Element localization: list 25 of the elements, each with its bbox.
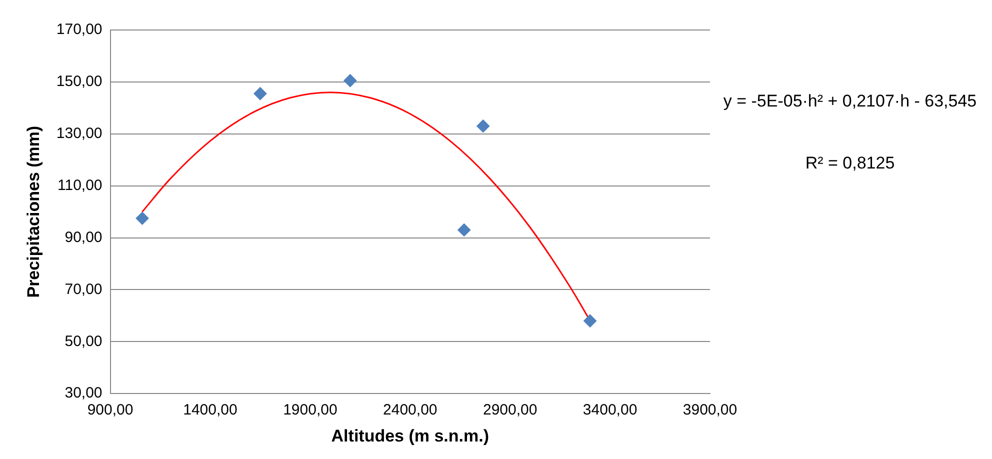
point	[344, 74, 357, 88]
x-tick-label: 1400,00	[183, 402, 238, 419]
x-tick-label: 900,00	[87, 402, 134, 419]
x-axis-title: Altitudes (m s.n.m.)	[331, 426, 490, 446]
point	[254, 87, 267, 100]
point	[584, 314, 597, 328]
y-tick-label: 30,00	[64, 384, 102, 402]
y-tick-label: 90,00	[64, 228, 102, 246]
y-tick-label: 110,00	[58, 176, 102, 194]
x-tick-label: 2400,00	[383, 402, 438, 419]
y-axis-title: Precipitaciones (mm)	[24, 126, 43, 298]
x-tick-label: 3400,00	[582, 402, 638, 419]
y-tick-label: 50,00	[64, 332, 102, 350]
x-tick-label: 2900,00	[482, 402, 538, 419]
point	[476, 120, 490, 133]
point	[136, 212, 149, 225]
x-tick-label: 3900,00	[682, 402, 738, 419]
y-tick-label: 70,00	[64, 280, 102, 298]
y-tick-label: 150,00	[56, 73, 102, 90]
text: R² = 0,8125	[805, 154, 895, 173]
x-tick-label: 1900,00	[283, 402, 338, 419]
point	[458, 223, 471, 236]
y-tick-label: 170,00	[56, 21, 102, 38]
text: y = -5E-05·h² + 0,2107·h - 63,545	[723, 92, 977, 111]
y-tick-label: 130,00	[56, 125, 102, 142]
